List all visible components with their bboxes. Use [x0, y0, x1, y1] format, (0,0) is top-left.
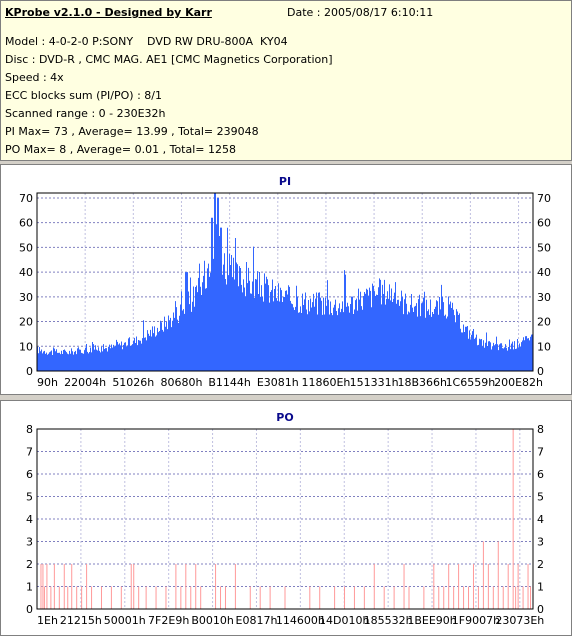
po-chart: PO 0 0 1 1 2 2 3 3 4 4 5 5 6 6 7 7 8 8 1Eh 21215h 50001h 7F2E9…: [26, 411, 544, 627]
y-tick-label: 10: [19, 340, 33, 353]
y-tick-label: 0: [26, 603, 33, 616]
x-tick-label: 1Eh: [37, 614, 58, 627]
y-tick-label-right: 4: [537, 513, 544, 526]
y-tick-label-right: 0: [537, 365, 544, 378]
y-tick-label-right: 2: [537, 558, 544, 571]
x-tick-label: 23073Eh: [495, 614, 544, 627]
x-tick-label: 1F9007h: [452, 614, 500, 627]
po-chart-panel: PO 0 0 1 1 2 2 3 3 4 4 5 5 6 6 7 7 8 8 1Eh 21215h 50001h 7F2E9…: [0, 400, 572, 636]
y-tick-label-right: 3: [537, 536, 544, 549]
x-tick-label: 90h: [37, 376, 58, 389]
y-tick-label: 6: [26, 468, 33, 481]
y-tick-label-right: 60: [537, 217, 551, 230]
y-tick-label-right: 7: [537, 446, 544, 459]
y-tick-label: 70: [19, 192, 33, 205]
y-tick-label: 50: [19, 241, 33, 254]
x-tick-label: B0010h: [191, 614, 234, 627]
plot-frame: [36, 192, 534, 372]
speed-line: Speed : 4x: [5, 71, 64, 84]
y-tick-label-right: 10: [537, 340, 551, 353]
x-tick-label: 200E82h: [494, 376, 543, 389]
x-tick-label: B1144h: [208, 376, 251, 389]
y-tick-label-right: 50: [537, 241, 551, 254]
y-tick-label-right: 70: [537, 192, 551, 205]
x-tick-label: 1BEE90h: [407, 614, 456, 627]
range-line: Scanned range : 0 - 230E32h: [5, 107, 166, 120]
x-tick-label: 11860Eh: [301, 376, 350, 389]
y-tick-label-right: 40: [537, 266, 551, 279]
y-tick-label-right: 6: [537, 468, 544, 481]
x-tick-label: 22004h: [64, 376, 106, 389]
y-tick-label: 60: [19, 217, 33, 230]
chart-title: PI: [279, 175, 291, 188]
pi-summary-line: PI Max= 73 , Average= 13.99 , Total= 239…: [5, 125, 259, 138]
x-tick-label: 151331h: [350, 376, 399, 389]
y-tick-label-right: 0: [537, 603, 544, 616]
y-tick-label: 0: [26, 365, 33, 378]
pi-chart: PI 0 0 10 10 20 20 30 30 40 40 50 50 60 60 70 70 90h 22004…: [19, 175, 551, 389]
y-tick-label-right: 5: [537, 491, 544, 504]
po-summary-line: PO Max= 8 , Average= 0.01 , Total= 1258: [5, 143, 236, 156]
y-tick-label-right: 20: [537, 316, 551, 329]
x-tick-label: 14D010h: [319, 614, 369, 627]
y-tick-label-right: 8: [537, 423, 544, 436]
model-line: Model : 4-0-2-0 P:SONY DVD RW DRU-800A K…: [5, 35, 288, 48]
x-tick-label: 21215h: [60, 614, 102, 627]
x-tick-label: 50001h: [104, 614, 146, 627]
x-tick-label: 1C6559h: [446, 376, 496, 389]
chart-title: PO: [276, 411, 293, 424]
x-tick-label: E0817h: [236, 614, 278, 627]
scan-date: Date : 2005/08/17 6:10:11: [287, 6, 434, 19]
x-tick-label: 80680h: [160, 376, 202, 389]
y-tick-label-right: 30: [537, 291, 551, 304]
y-tick-label: 4: [26, 513, 33, 526]
x-tick-label: 185532h: [364, 614, 413, 627]
x-tick-label: 51026h: [112, 376, 154, 389]
x-tick-label: 7F2E9h: [148, 614, 189, 627]
y-tick-label: 5: [26, 491, 33, 504]
ecc-line: ECC blocks sum (PI/PO) : 8/1: [5, 89, 162, 102]
app-title: KProbe v2.1.0 - Designed by Karr: [5, 6, 212, 19]
y-tick-label: 1: [26, 581, 33, 594]
info-panel: KProbe v2.1.0 - Designed by Karr Date : …: [0, 0, 572, 161]
y-tick-label-right: 1: [537, 581, 544, 594]
disc-line: Disc : DVD-R , CMC MAG. AE1 [CMC Magneti…: [5, 53, 333, 66]
pi-chart-panel: PI 0 0 10 10 20 20 30 30 40 40 50 50 60 60 70 70 90h 22004…: [0, 164, 572, 395]
x-tick-label: E3081h: [257, 376, 299, 389]
plot-frame: [36, 428, 534, 610]
x-tick-label: 114600h: [276, 614, 325, 627]
y-tick-label: 2: [26, 558, 33, 571]
y-tick-label: 20: [19, 316, 33, 329]
x-tick-label: 18B366h: [397, 376, 447, 389]
y-tick-label: 3: [26, 536, 33, 549]
y-tick-label: 7: [26, 446, 33, 459]
y-tick-label: 30: [19, 291, 33, 304]
y-tick-label: 8: [26, 423, 33, 436]
y-tick-label: 40: [19, 266, 33, 279]
